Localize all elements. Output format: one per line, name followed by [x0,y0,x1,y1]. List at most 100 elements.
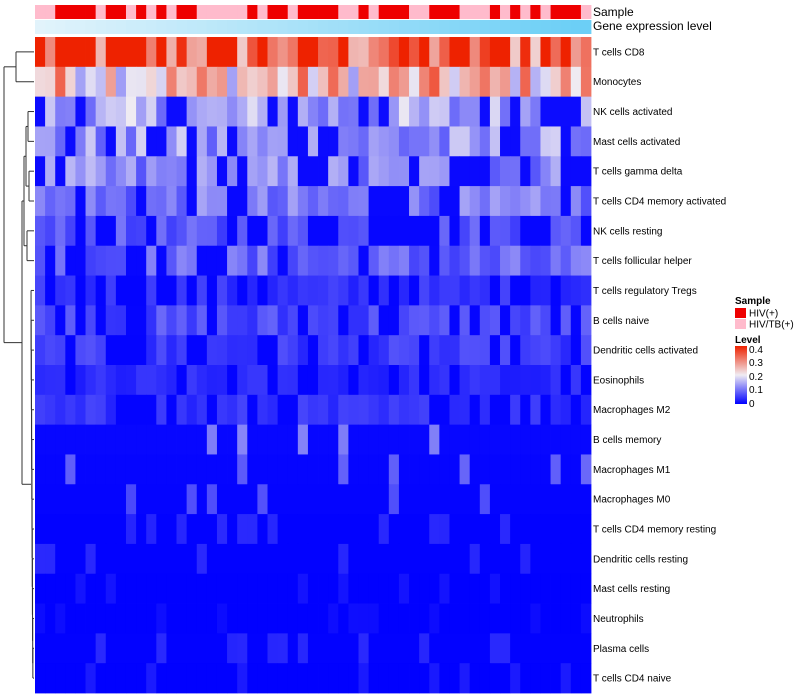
heatmap-cell [338,37,349,68]
heatmap-cell [500,603,511,634]
heatmap-cell [368,275,380,306]
heatmap-cell [257,514,268,545]
heatmap-cell [429,543,440,575]
heatmap-cell [307,126,319,157]
gene-expression-annotation-cell [216,20,228,34]
heatmap-cell [449,275,460,306]
heatmap-cell [105,37,117,68]
heatmap-cell [318,424,329,455]
heatmap-cell [35,543,46,575]
heatmap-cell [419,573,430,604]
heatmap-cell [398,126,410,157]
heatmap-cell [75,245,86,276]
heatmap-cell [186,424,198,455]
heatmap-cell [409,543,420,575]
row-label: Macrophages M0 [593,495,671,506]
heatmap-cell [570,37,582,68]
heatmap-cell [95,126,107,157]
heatmap-cell [45,365,56,396]
heatmap-cell [136,335,147,366]
heatmap-cell [328,573,339,604]
heatmap-cell [237,514,248,545]
heatmap-cell [307,573,319,604]
heatmap-cell [338,394,349,426]
heatmap-cell [186,603,198,634]
heatmap-cell [520,394,531,426]
heatmap-cell [35,424,46,455]
heatmap-cell [398,156,410,187]
heatmap-cell [409,37,420,68]
heatmap-cell [429,37,440,68]
row-label: T cells CD4 memory resting [593,525,716,536]
heatmap-cell [530,573,541,604]
heatmap-cell [227,454,238,485]
heatmap-cell [307,305,319,336]
heatmap-cell [378,126,390,157]
heatmap-cell [156,424,167,455]
heatmap-cell [348,424,359,455]
heatmap-cell [358,215,369,247]
heatmap-cell [449,573,460,604]
heatmap-cell [196,394,208,426]
heatmap-cell [409,186,420,217]
sample-annotation-cell [479,5,491,19]
heatmap-cell [520,365,531,396]
heatmap-cell [338,66,349,98]
heatmap-cell [510,37,521,68]
heatmap-cell [75,335,86,366]
heatmap-cell [439,275,450,306]
row-label: T cells follicular helper [593,256,692,267]
heatmap-cell [409,66,420,98]
heatmap-cell [520,245,531,276]
heatmap-cell [136,66,147,98]
heatmap-cell [469,573,481,604]
heatmap-cell [267,215,279,247]
heatmap-cell [318,394,329,426]
gene-expression-annotation-cell [429,20,440,34]
heatmap-cell [358,603,369,634]
heatmap-cell [419,543,430,575]
heatmap-cell [166,424,177,455]
heatmap-cell [398,424,410,455]
heatmap-cell [510,245,521,276]
heatmap-cell [287,424,299,455]
heatmap-cell [560,96,572,127]
heatmap-cell [287,66,299,98]
heatmap-cell [510,663,521,694]
sample-annotation-cell [328,5,339,19]
heatmap-cell [540,633,551,664]
heatmap-cell [358,394,369,426]
heatmap-cell [277,365,289,396]
heatmap-cell [338,335,349,366]
heatmap-cell [247,633,258,664]
heatmap-cell [227,365,238,396]
heatmap-cell [247,215,258,247]
heatmap-cell [65,126,76,157]
heatmap-cell [277,454,289,485]
column-annotations [35,5,592,34]
heatmap-cell [45,66,56,98]
heatmap-cell [45,394,56,426]
sample-annotation-cell [358,5,369,19]
heatmap-cell [510,424,521,455]
heatmap-cell [510,96,521,127]
legend-item-hiv-tb: HIV/TB(+) [749,320,794,331]
heatmap-cell [409,96,420,127]
heatmap-cell [35,215,46,247]
heatmap-cell [328,484,339,515]
heatmap-cell [95,394,107,426]
heatmap-cell [388,365,400,396]
heatmap-cell [166,335,177,366]
sample-annotation-cell [257,5,268,19]
gene-expression-annotation-cell [115,20,127,34]
heatmap-cell [348,484,359,515]
heatmap-cell [459,633,471,664]
heatmap-cell [560,573,572,604]
heatmap-cell [267,484,279,515]
heatmap-cell [398,394,410,426]
heatmap-cell [85,186,97,217]
gene-expression-annotation-cell [297,20,309,34]
heatmap-cell [206,186,218,217]
heatmap-cell [237,275,248,306]
heatmap-cell [318,156,329,187]
